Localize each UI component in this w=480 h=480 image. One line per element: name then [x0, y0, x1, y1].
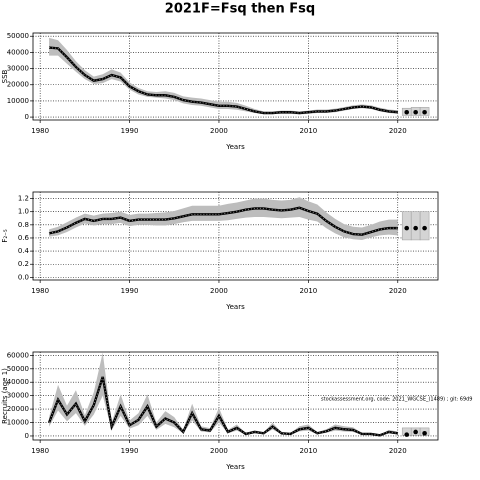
y-tick-label: 40000: [7, 378, 29, 386]
y-tick-label: 0.4: [18, 247, 30, 255]
y-tick-label: 60000: [7, 351, 29, 359]
y-tick-label: 30000: [7, 392, 29, 400]
y-axis-label: SSB: [1, 69, 9, 83]
y-tick-label: 1.0: [18, 208, 29, 216]
x-tick-label: 2020: [389, 127, 407, 135]
x-tick-label: 2000: [210, 447, 228, 455]
x-tick-label: 2020: [389, 287, 407, 295]
confidence-band: [49, 37, 398, 115]
x-tick-label: 1980: [31, 127, 49, 135]
y-tick-label: 50000: [7, 32, 29, 40]
y-tick-label: 0: [25, 113, 29, 121]
x-axis-label: Years: [225, 303, 245, 311]
x-tick-label: 1980: [31, 447, 49, 455]
projection-point: [413, 429, 418, 435]
confidence-band: [49, 197, 398, 240]
y-tick-label: 20000: [7, 405, 29, 413]
plot-frame: [32, 351, 439, 441]
y-tick-label: 20000: [7, 81, 29, 89]
figure-title: 2021F=Fsq then Fsq: [165, 2, 315, 17]
x-tick-label: 1990: [121, 127, 139, 135]
x-tick-label: 2010: [299, 447, 317, 455]
annotation: stockassessment.org, code: 2021_WGCSE_(1…: [321, 397, 473, 403]
plot-frame: [32, 32, 439, 121]
y-tick-label: 0.2: [18, 260, 29, 268]
x-tick-label: 2000: [210, 127, 228, 135]
y-tick-label: 40000: [7, 48, 29, 56]
x-tick-label: 2010: [299, 287, 317, 295]
panel: 0 10000 20000 30000 40000 50000 1980 1990 2000 20…: [1, 32, 439, 151]
y-tick-label: 30000: [7, 65, 29, 73]
projection-point: [404, 109, 410, 115]
y-axis-label: Recruits (age 1): [1, 368, 9, 424]
y-tick-label: 10000: [7, 419, 29, 427]
projection-point: [404, 432, 410, 437]
plot-frame: [32, 191, 439, 281]
estimate-line: [48, 206, 398, 236]
projection-point: [422, 109, 427, 115]
x-tick-label: 1990: [121, 287, 139, 295]
y-tick-label: 0.6: [18, 234, 30, 242]
estimate-dots: [48, 376, 398, 436]
x-tick-label: 1990: [121, 447, 139, 455]
x-tick-label: 1980: [31, 287, 49, 295]
projection-point: [422, 225, 427, 231]
projection-point: [413, 225, 418, 231]
projection-point: [413, 109, 418, 115]
y-tick-label: 0.0: [18, 273, 29, 281]
projection-point: [422, 430, 427, 436]
panel: 0 10000 20000 30000 40000 50000 60000 1980 1990 2…: [1, 351, 473, 471]
y-tick-label: 0: [25, 432, 29, 440]
y-tick-label: 50000: [7, 365, 29, 373]
y-axis-label: F₂₋₅: [1, 229, 9, 243]
x-tick-label: 2000: [210, 287, 228, 295]
estimate-dots: [49, 47, 398, 114]
x-tick-label: 2020: [389, 447, 407, 455]
x-axis-label: Years: [225, 463, 245, 471]
projection-point: [404, 225, 410, 231]
x-tick-label: 2010: [299, 127, 317, 135]
y-tick-label: 0.8: [18, 221, 29, 229]
y-tick-label: 1.2: [18, 195, 29, 203]
x-axis-label: Years: [225, 143, 245, 151]
confidence-band: [49, 352, 398, 436]
panel: 0.0 0.2 0.4 0.6 0.8 1.0 1.2 1980 1990 2000 2010 202…: [1, 191, 439, 311]
y-tick-label: 10000: [7, 97, 29, 105]
